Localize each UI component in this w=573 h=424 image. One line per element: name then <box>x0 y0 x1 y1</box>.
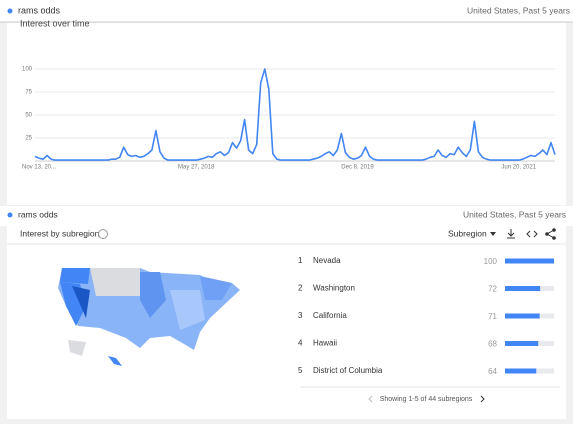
region-name: Hawaii <box>313 339 337 348</box>
region-value: 68 <box>488 340 497 349</box>
share-icon[interactable] <box>545 228 556 240</box>
region-value: 100 <box>484 257 498 266</box>
term: rams odds <box>18 209 58 219</box>
x-tick-label: Jun 20, 2021 <box>501 165 536 171</box>
next-button[interactable] <box>480 395 485 403</box>
value-bar <box>505 313 540 319</box>
rank: 4 <box>298 339 303 348</box>
download-icon[interactable] <box>507 229 515 239</box>
x-tick-label: May 27, 2018 <box>178 165 215 171</box>
region-name: Nevada <box>313 256 341 265</box>
top-bar <box>0 0 573 22</box>
value-bar-track <box>538 341 554 346</box>
rank: 2 <box>298 284 303 293</box>
y-tick-label: 100 <box>22 67 33 73</box>
y-tick-label: 25 <box>25 136 32 142</box>
rank: 5 <box>298 366 303 375</box>
scope: United States, Past 5 years <box>463 209 566 219</box>
term-dot <box>7 212 13 218</box>
value-bar-track <box>539 313 554 319</box>
value-bar-track <box>540 286 554 291</box>
chart: 25 50 75 100 Nov 13, 20... May 27, 2018 Dec 8,… <box>22 67 556 171</box>
dropdown-arrow[interactable] <box>490 232 496 236</box>
value-bar <box>505 368 537 374</box>
term-bar <box>0 206 573 226</box>
us-map <box>58 268 240 366</box>
chart-title: Interest over time <box>20 18 90 28</box>
rank: 3 <box>298 311 303 320</box>
region-name: District of Columbia <box>313 366 383 375</box>
y-tick-label: 50 <box>25 113 32 119</box>
y-tick-label: 75 <box>25 90 32 96</box>
help-icon[interactable] <box>98 229 108 239</box>
value-bar <box>505 341 539 346</box>
region-name: California <box>313 311 347 320</box>
term: rams odds <box>18 5 61 15</box>
rank: 1 <box>298 256 303 265</box>
term-dot <box>7 8 13 14</box>
subregion-title: Interest by subregion <box>20 228 100 238</box>
trend-line <box>34 68 556 161</box>
dropdown[interactable]: Subregion <box>448 228 487 238</box>
prev-button[interactable] <box>368 395 373 403</box>
value-bar <box>505 286 541 291</box>
ranking-list: 1 Nevada 100 2 Washington 72 3 California 71 4 Haw… <box>298 256 554 376</box>
value-bar <box>505 258 554 264</box>
region-name: Washington <box>313 284 355 293</box>
x-tick-label: Nov 13, 20... <box>22 165 56 171</box>
region-value: 72 <box>488 285 497 294</box>
chart-card <box>7 23 566 205</box>
x-tick-label: Dec 8, 2019 <box>341 165 374 171</box>
pagination: Showing 1-5 of 44 subregions <box>380 396 473 403</box>
embed-icon[interactable] <box>526 230 538 238</box>
region-value: 64 <box>488 367 497 376</box>
region-value: 71 <box>488 312 497 321</box>
scope: United States, Past 5 years <box>467 5 570 15</box>
value-bar-track <box>536 368 554 374</box>
